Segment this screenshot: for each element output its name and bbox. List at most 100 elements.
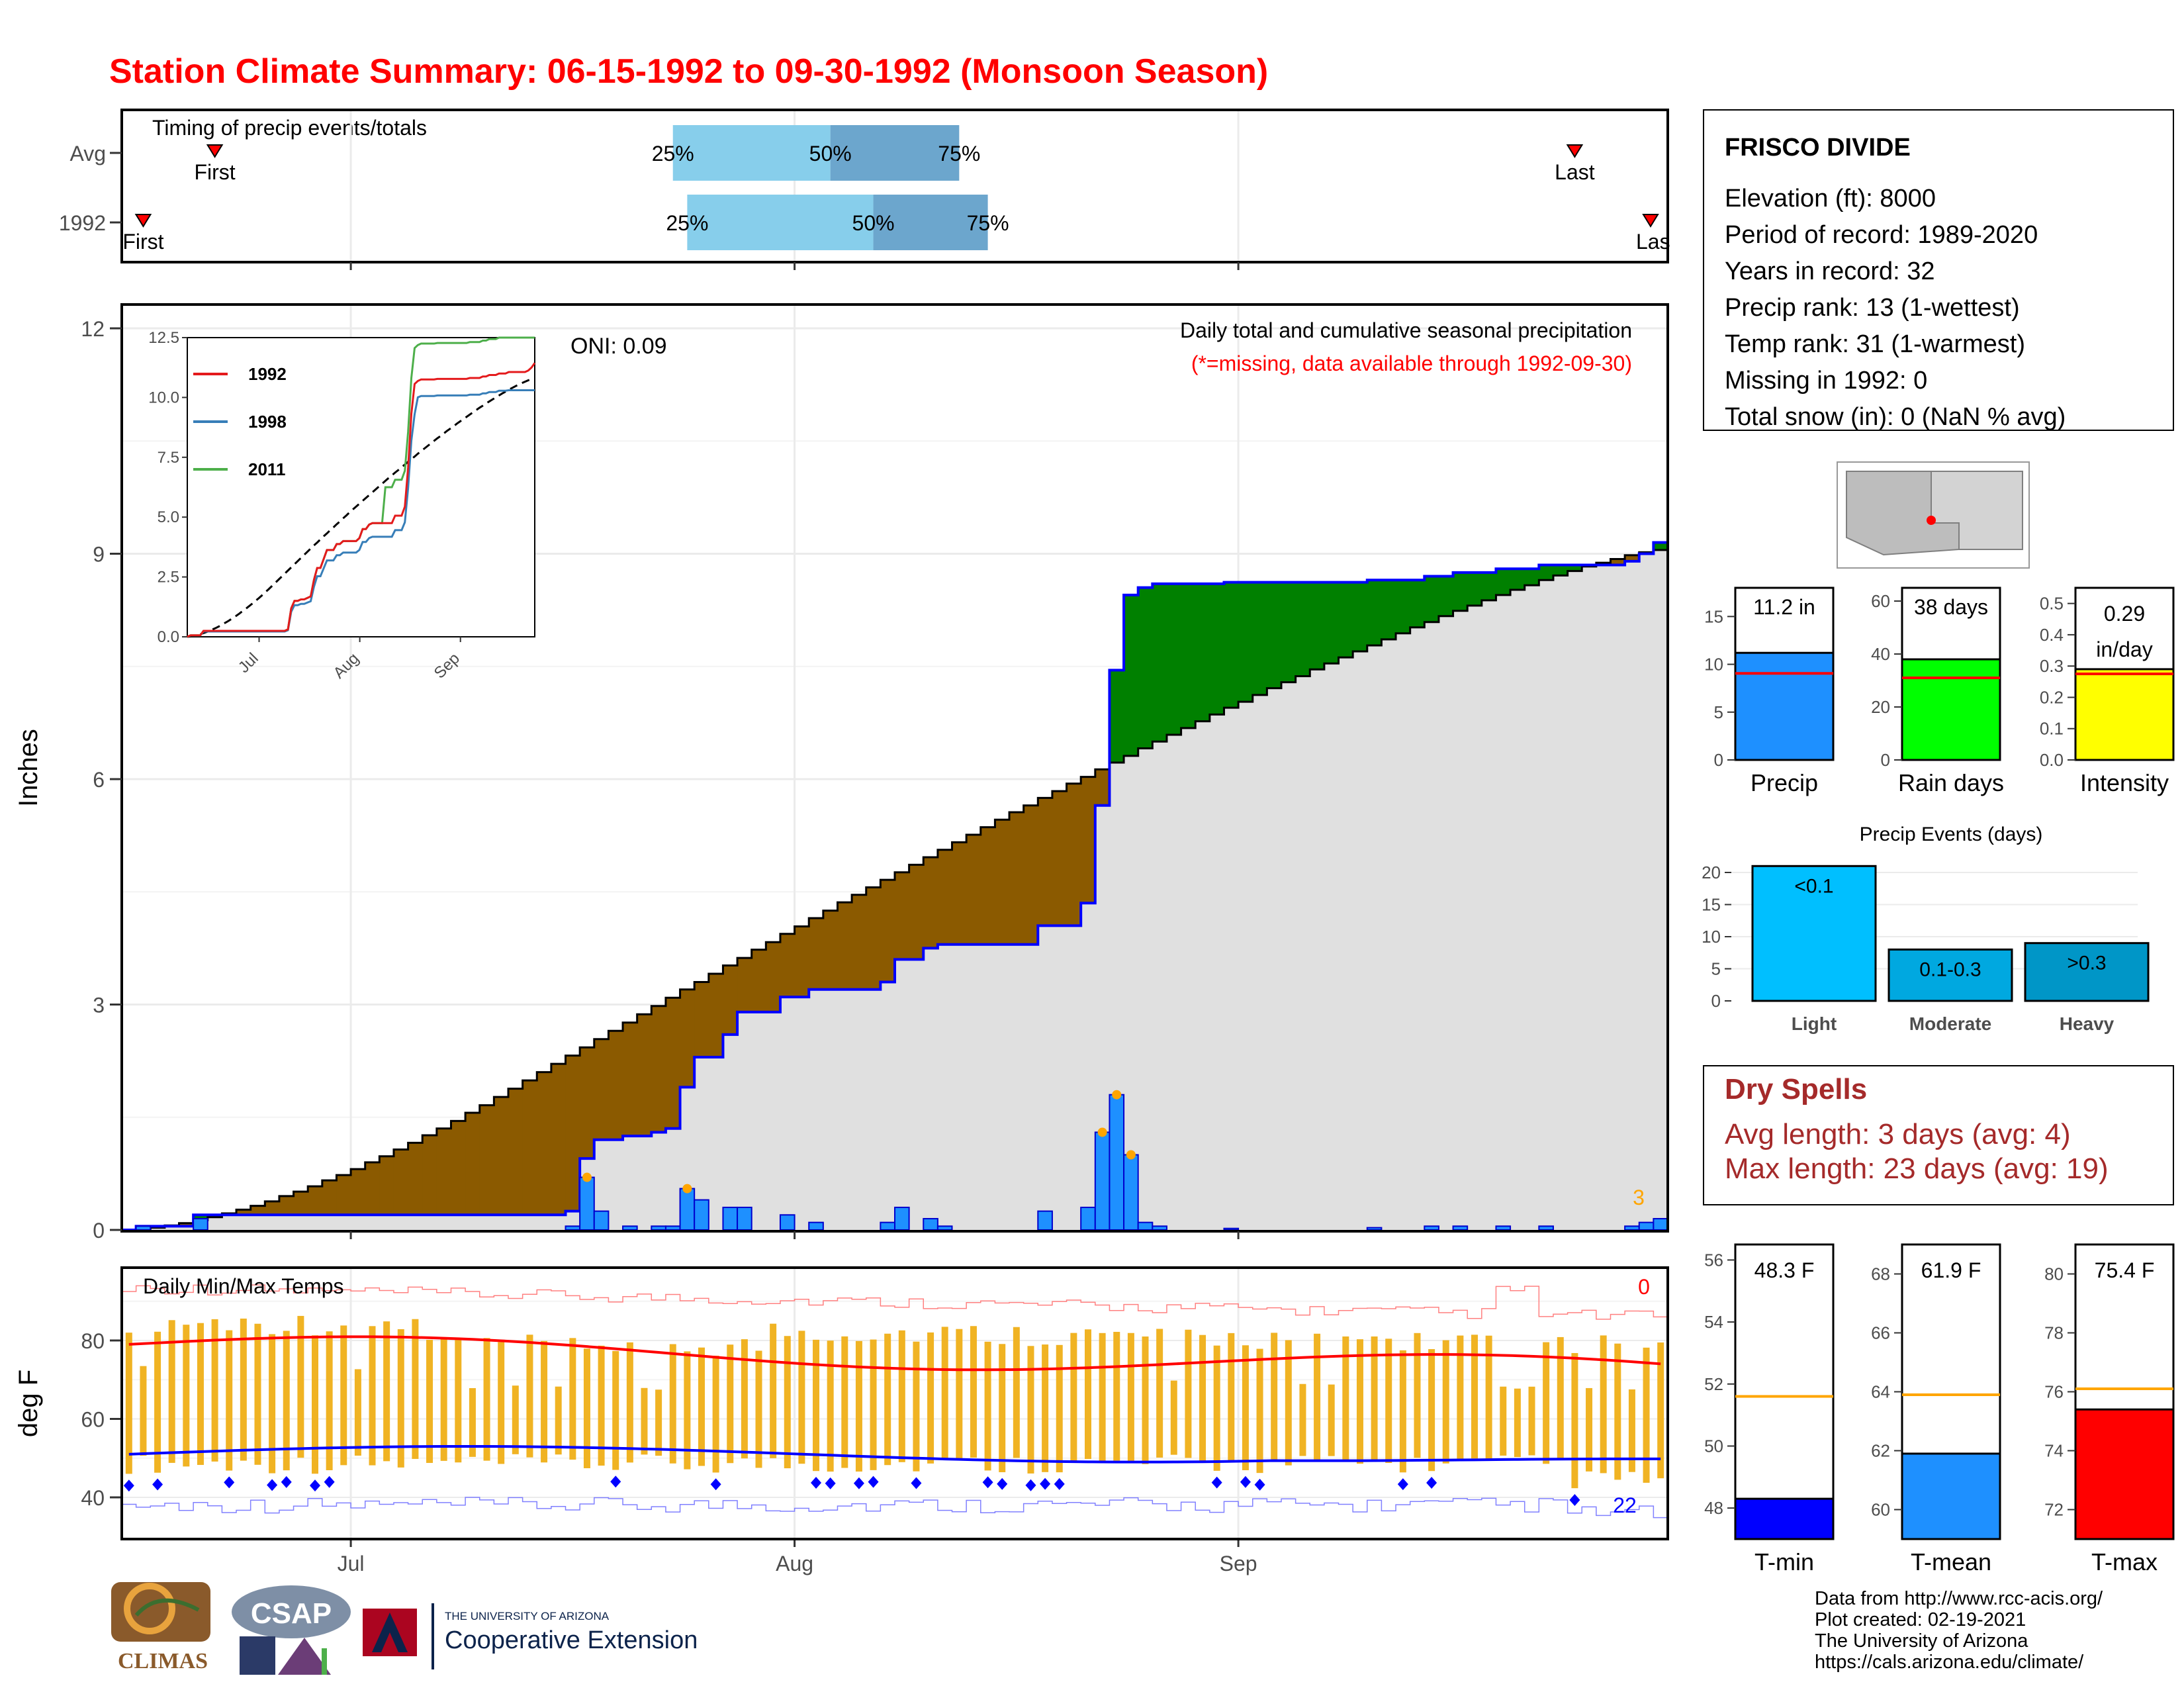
daily-temp-range-bar: [1543, 1342, 1550, 1464]
daily-temp-range-bar: [183, 1325, 190, 1467]
daily-temp-range-bar: [1528, 1386, 1535, 1456]
daily-temp-range-bar: [240, 1318, 247, 1461]
dry-spells-avg: Avg length: 3 days (avg: 4): [1725, 1118, 2071, 1150]
ua-logo-line1: THE UNIVERSITY OF ARIZONA: [445, 1610, 610, 1622]
precip-y-axis: 0 3 6 9 12: [81, 317, 1240, 1243]
temps-frame: [120, 1266, 1669, 1540]
precip-deficit-segment: [293, 1192, 308, 1215]
daily-precip-bar: [1223, 1227, 1240, 1231]
footer-credits: Data from http://www.rcc-acis.org/Plot c…: [1815, 1588, 2103, 1673]
temp-bar-tick-label: 72: [2044, 1500, 2064, 1520]
daily-temp-range-bar: [1170, 1380, 1177, 1455]
climas-logo-text: CLIMAS: [118, 1649, 208, 1673]
daily-temp-range-bar: [1356, 1339, 1363, 1464]
precip-deficit-segment: [737, 958, 752, 1012]
precip-deficit-segment: [751, 949, 766, 1012]
daily-precip-bar: [1037, 1210, 1053, 1231]
record-low-marker: [324, 1476, 335, 1488]
precip-deficit-segment: [780, 933, 796, 998]
daily-temp-range-bar: [1156, 1329, 1163, 1458]
daily-precip-bar: [579, 1176, 595, 1231]
daily-temp-range-bar: [455, 1339, 462, 1463]
precip-surplus-segment: [1267, 582, 1282, 688]
daily-temp-range-bar: [1399, 1350, 1406, 1473]
precip-surplus-segment: [1252, 582, 1267, 695]
precip-deficit-segment: [393, 1149, 409, 1215]
summary-bar-tick-label: 0.3: [2040, 656, 2064, 676]
daily-temp-range-bar: [555, 1386, 562, 1455]
daily-temp-range-bar: [641, 1387, 648, 1455]
daily-temp-range-bar: [1199, 1335, 1206, 1462]
record-low-marker: [811, 1477, 822, 1489]
daily-temp-range-bar: [927, 1332, 934, 1464]
inset-y-tick-label: 0.0: [158, 628, 179, 646]
precip-deficit-segment: [465, 1112, 480, 1215]
precip-deficit-segment: [708, 973, 723, 1057]
inset-y-tick-label: 12.5: [148, 329, 179, 347]
daily-temp-range-bar: [297, 1315, 304, 1458]
precip-areas: [122, 541, 1668, 1231]
precip-deficit-segment: [551, 1064, 567, 1215]
daily-temp-range-bar: [1242, 1345, 1249, 1470]
precip-deficit-segment: [365, 1162, 380, 1215]
daily-temp-range-bar: [684, 1351, 691, 1470]
inset-y-tick-label: 10.0: [148, 389, 179, 406]
last-event-label: Las: [1636, 230, 1670, 254]
precip-surplus-segment: [1481, 572, 1496, 600]
daily-precip-bar: [651, 1225, 666, 1231]
summary-bar-tick-label: 60: [1871, 591, 1890, 611]
daily-temp-range-bar: [913, 1341, 920, 1472]
summary-bar-tick-label: 0: [1881, 750, 1890, 770]
inset-y-tick-label: 2.5: [158, 569, 179, 586]
precip-deficit-segment: [250, 1205, 265, 1215]
daily-temp-range-bar: [984, 1341, 991, 1471]
daily-temp-range-bar: [211, 1319, 218, 1462]
inset-series-1992: [187, 362, 536, 638]
temperature-bars: 48.3 F 48 50 52 54 56 T-min 61.9 F 60 62 64 66 68 T-m…: [1704, 1243, 2175, 1575]
precip-surplus-segment: [1567, 565, 1582, 571]
record-low-marker: [1025, 1479, 1036, 1491]
temps-content: 40 60 80 Jul Aug Sep: [81, 1268, 1668, 1575]
summary-bars: 11.2 in 0 5 10 15 Precip 38 days 0 20 40 60 Rain da…: [1704, 586, 2175, 796]
temp-bar: [1901, 1452, 2001, 1540]
precip-deficit-segment: [308, 1186, 323, 1215]
summary-bar-value-line1: 0.29: [2104, 602, 2145, 626]
precip-deficit-segment: [1038, 798, 1053, 926]
timing-row-label: 1992: [59, 211, 106, 235]
temps-label: Daily Min/Max Temps: [143, 1274, 343, 1298]
record-low-marker: [310, 1479, 320, 1492]
temp-bar-tick-label: 80: [2044, 1264, 2064, 1284]
record-low-marker: [1426, 1477, 1437, 1489]
precip-deficit-segment: [866, 887, 881, 990]
timing-label-75: 75%: [938, 142, 980, 165]
daily-temp-range-bar: [898, 1330, 905, 1462]
daily-precip-bar: [694, 1199, 709, 1231]
daily-temp-range-bar: [1643, 1347, 1650, 1483]
summary-bar: [2074, 668, 2175, 761]
station-detail-line: Elevation (ft): 8000: [1725, 185, 1936, 212]
timing-label-50: 50%: [852, 211, 895, 235]
precip-deficit-segment: [351, 1169, 366, 1215]
precip-surplus-segment: [1281, 582, 1297, 682]
precip-deficit-segment: [823, 910, 838, 990]
daily-temp-range-bar: [827, 1340, 834, 1472]
first-event-label: First: [194, 160, 235, 184]
daily-temp-range-bar: [1228, 1333, 1235, 1460]
daily-temp-range-bar: [369, 1326, 376, 1466]
min-record-count: 22: [1613, 1493, 1637, 1517]
daily-temp-range-bar: [440, 1337, 447, 1461]
temp-bar-label: T-mean: [1911, 1548, 1991, 1575]
daily-temp-range-bar: [1657, 1342, 1664, 1479]
daily-precip-bar: [779, 1214, 796, 1231]
precip-deficit-segment: [1009, 812, 1024, 945]
daily-precip-bar: [1137, 1221, 1154, 1231]
daily-temp-range-bar: [1514, 1388, 1521, 1458]
precip-deficit-segment: [852, 894, 867, 990]
daily-precip-bar: [1366, 1227, 1383, 1231]
temp-bar-value: 75.4 F: [2095, 1258, 2155, 1282]
record-low-marker: [853, 1477, 864, 1489]
precip-deficit-segment: [537, 1072, 552, 1215]
daily-temp-range-bar: [1299, 1383, 1306, 1456]
